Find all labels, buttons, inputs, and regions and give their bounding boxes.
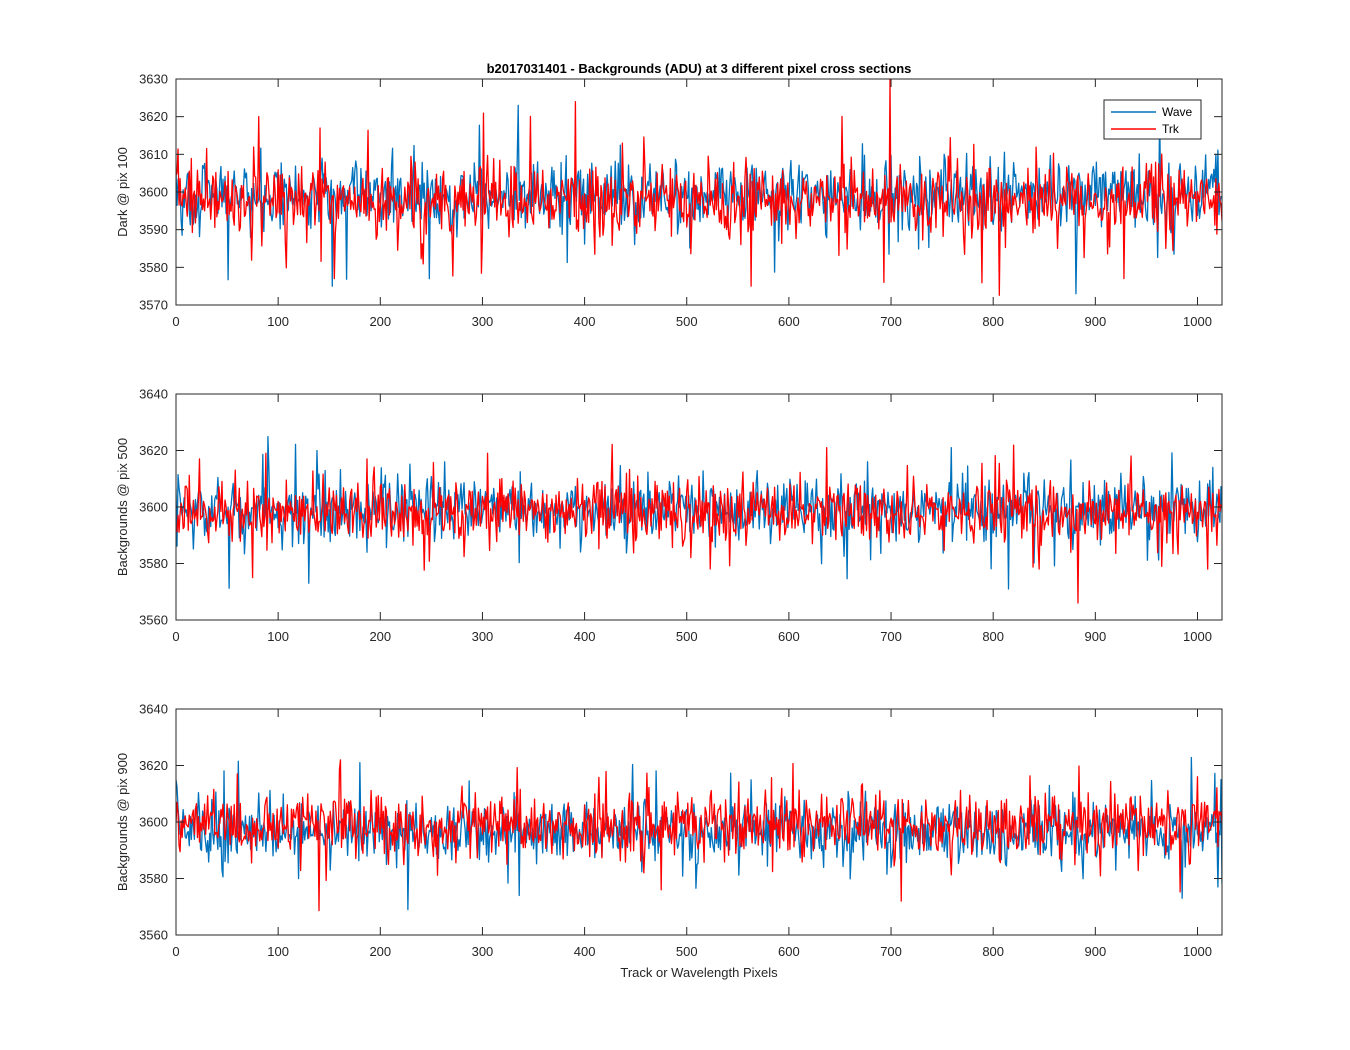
x-tick-label: 300 <box>472 944 494 959</box>
panel-bottom: 0 100 200 300 400 500 600 700 800 900 1000 3560 3580… <box>115 702 1223 959</box>
x-tick-label: 200 <box>369 629 391 644</box>
x-tick-label: 800 <box>982 944 1004 959</box>
y-tick-label: 3620 <box>139 443 168 458</box>
x-tick-label: 600 <box>778 629 800 644</box>
series-line-trk <box>176 759 1222 912</box>
y-tick-label: 3610 <box>139 147 168 162</box>
y-tick-label: 3600 <box>139 500 168 515</box>
x-tick-label: 200 <box>369 314 391 329</box>
x-tick-label: 300 <box>472 629 494 644</box>
x-tick-label: 700 <box>880 629 902 644</box>
x-tick-label: 900 <box>1084 314 1106 329</box>
series-line-wave <box>176 104 1222 295</box>
x-tick-label: 500 <box>676 314 698 329</box>
y-tick-label: 3640 <box>139 702 168 717</box>
x-tick-label: 600 <box>778 944 800 959</box>
panel-top: 0 100 200 300 400 500 600 700 800 900 1000 3570 3580… <box>115 72 1223 329</box>
chart-title: b2017031401 - Backgrounds (ADU) at 3 dif… <box>487 61 912 76</box>
y-tick-label: 3620 <box>139 758 168 773</box>
x-tick-label: 300 <box>472 314 494 329</box>
series-group <box>176 436 1222 604</box>
y-tick-label: 3620 <box>139 109 168 124</box>
y-tick-label: 3580 <box>139 260 168 275</box>
series-group <box>176 79 1222 296</box>
y-tick-label: 3560 <box>139 613 168 628</box>
x-tick-label: 400 <box>574 629 596 644</box>
y-tick-label: 3580 <box>139 556 168 571</box>
x-tick-label: 900 <box>1084 629 1106 644</box>
legend: Wave Trk <box>1103 99 1202 140</box>
series-line-wave <box>176 436 1222 590</box>
x-tick-label: 0 <box>172 944 179 959</box>
x-tick-label: 100 <box>267 314 289 329</box>
x-tick-label: 600 <box>778 314 800 329</box>
x-tick-label: 1000 <box>1183 629 1212 644</box>
x-tick-label: 1000 <box>1183 944 1212 959</box>
y-tick-label: 3600 <box>139 185 168 200</box>
x-tick-label: 500 <box>676 629 698 644</box>
x-tick-label: 500 <box>676 944 698 959</box>
x-tick-label: 800 <box>982 629 1004 644</box>
y-tick-label: 3600 <box>139 815 168 830</box>
x-tick-label: 100 <box>267 629 289 644</box>
y-tick-label: 3640 <box>139 387 168 402</box>
y-tick-label: 3590 <box>139 222 168 237</box>
x-tick-label: 800 <box>982 314 1004 329</box>
x-tick-label: 400 <box>574 944 596 959</box>
y-axis-label: Dark @ pix 100 <box>115 147 130 237</box>
y-tick-label: 3580 <box>139 871 168 886</box>
x-tick-label: 1000 <box>1183 314 1212 329</box>
y-axis-label: Backgrounds @ pix 900 <box>115 753 130 891</box>
y-axis-label: Backgrounds @ pix 500 <box>115 438 130 576</box>
y-tick-label: 3570 <box>139 298 168 313</box>
x-tick-label: 100 <box>267 944 289 959</box>
x-tick-label: 400 <box>574 314 596 329</box>
x-tick-label: 700 <box>880 314 902 329</box>
x-axis-label: Track or Wavelength Pixels <box>620 965 778 980</box>
x-tick-label: 0 <box>172 314 179 329</box>
x-tick-label: 900 <box>1084 944 1106 959</box>
x-tick-label: 700 <box>880 944 902 959</box>
legend-box <box>1103 99 1202 140</box>
series-line-trk <box>176 443 1222 604</box>
series-line-trk <box>176 79 1222 296</box>
y-tick-label: 3560 <box>139 928 168 943</box>
panel-middle: 0 100 200 300 400 500 600 700 800 900 1000 3560 3580… <box>115 387 1223 644</box>
legend-trk-label: Trk <box>1162 122 1180 136</box>
x-tick-label: 200 <box>369 944 391 959</box>
legend-wave-label: Wave <box>1162 105 1193 119</box>
series-group <box>176 756 1222 912</box>
y-tick-label: 3630 <box>139 72 168 87</box>
x-tick-label: 0 <box>172 629 179 644</box>
